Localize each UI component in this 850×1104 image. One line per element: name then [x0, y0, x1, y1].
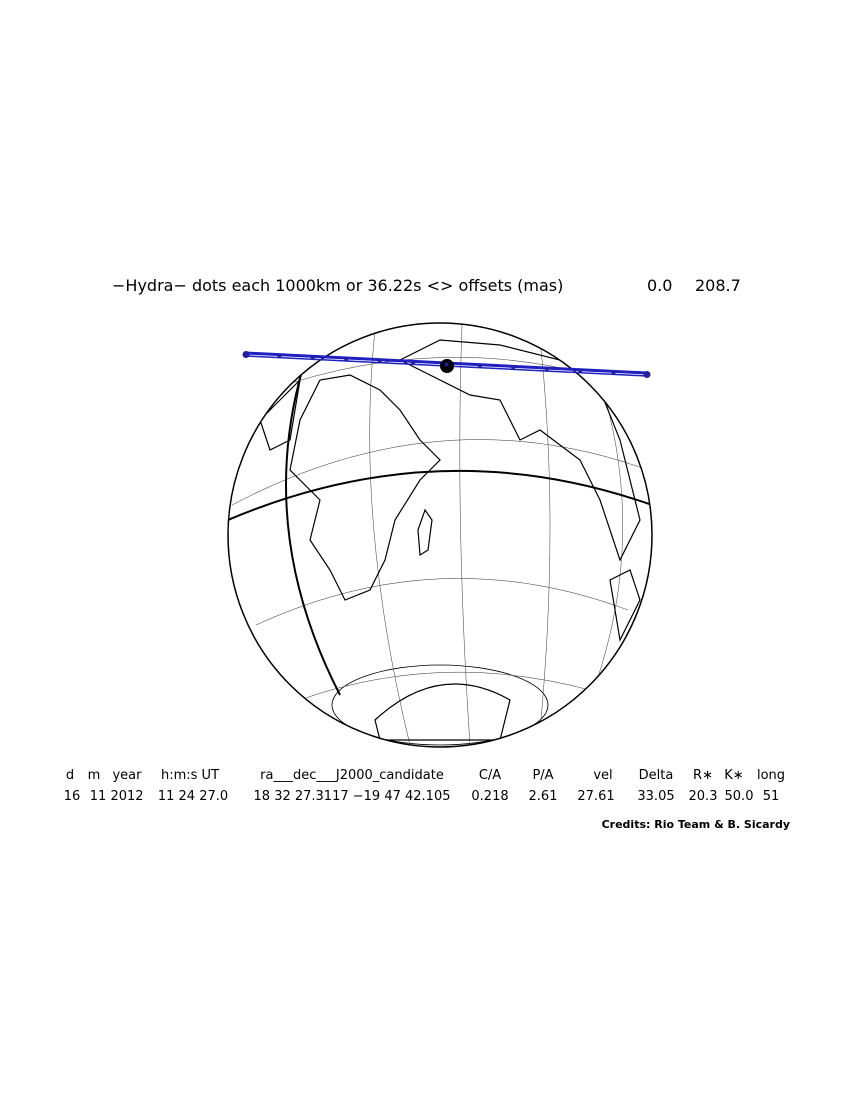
track-dot	[511, 365, 516, 370]
track-dot	[544, 367, 549, 372]
offset-x: 0.0	[647, 276, 672, 295]
track-dot	[643, 371, 651, 378]
track-dot	[344, 357, 349, 362]
column-header: ra___dec___J2000_candidate	[260, 768, 444, 783]
column-header: long	[757, 768, 785, 783]
track-dot	[377, 359, 382, 364]
column-value: 27.61	[577, 789, 614, 804]
column-header: C/A	[479, 768, 501, 783]
data-table: d m year h:m:s UT ra___dec___J2000_candidate…	[64, 768, 785, 804]
column-value: 11 24 27.0	[158, 789, 228, 804]
column-header: vel	[593, 768, 612, 783]
track-dot	[242, 351, 250, 358]
column-value: 51	[763, 789, 780, 804]
credits: Credits: Rio Team & B. Sicardy	[602, 818, 790, 831]
column-header: h:m:s UT	[161, 768, 219, 783]
column-value: 16	[64, 789, 81, 804]
column-header: Delta	[639, 768, 674, 783]
track-dot	[578, 369, 583, 374]
column-value: 18 32 27.3117 −19 47 42.105	[254, 789, 451, 804]
column-value: 20.3	[689, 789, 718, 804]
column-header: d	[66, 768, 74, 783]
column-header: K∗	[724, 768, 743, 783]
column-header: year	[112, 768, 142, 783]
column-value: 50.0	[725, 789, 754, 804]
occultation-track	[242, 351, 651, 378]
column-value: 33.05	[637, 789, 674, 804]
column-value: 2.61	[529, 789, 558, 804]
track-dot	[477, 364, 482, 369]
offset-y: 208.7	[695, 276, 741, 295]
track-dot	[277, 354, 282, 359]
column-header: P/A	[532, 768, 553, 783]
track-dot	[411, 360, 416, 365]
column-value: 2012	[110, 789, 143, 804]
column-value: 11	[90, 789, 107, 804]
column-header: R∗	[693, 768, 713, 783]
globe	[227, 322, 653, 748]
track-dot	[310, 355, 315, 360]
column-header: m	[88, 768, 101, 783]
title: −Hydra− dots each 1000km or 36.22s <> of…	[112, 276, 563, 295]
track-dot	[611, 370, 616, 375]
track-dot	[444, 362, 449, 367]
column-value: 0.218	[471, 789, 508, 804]
